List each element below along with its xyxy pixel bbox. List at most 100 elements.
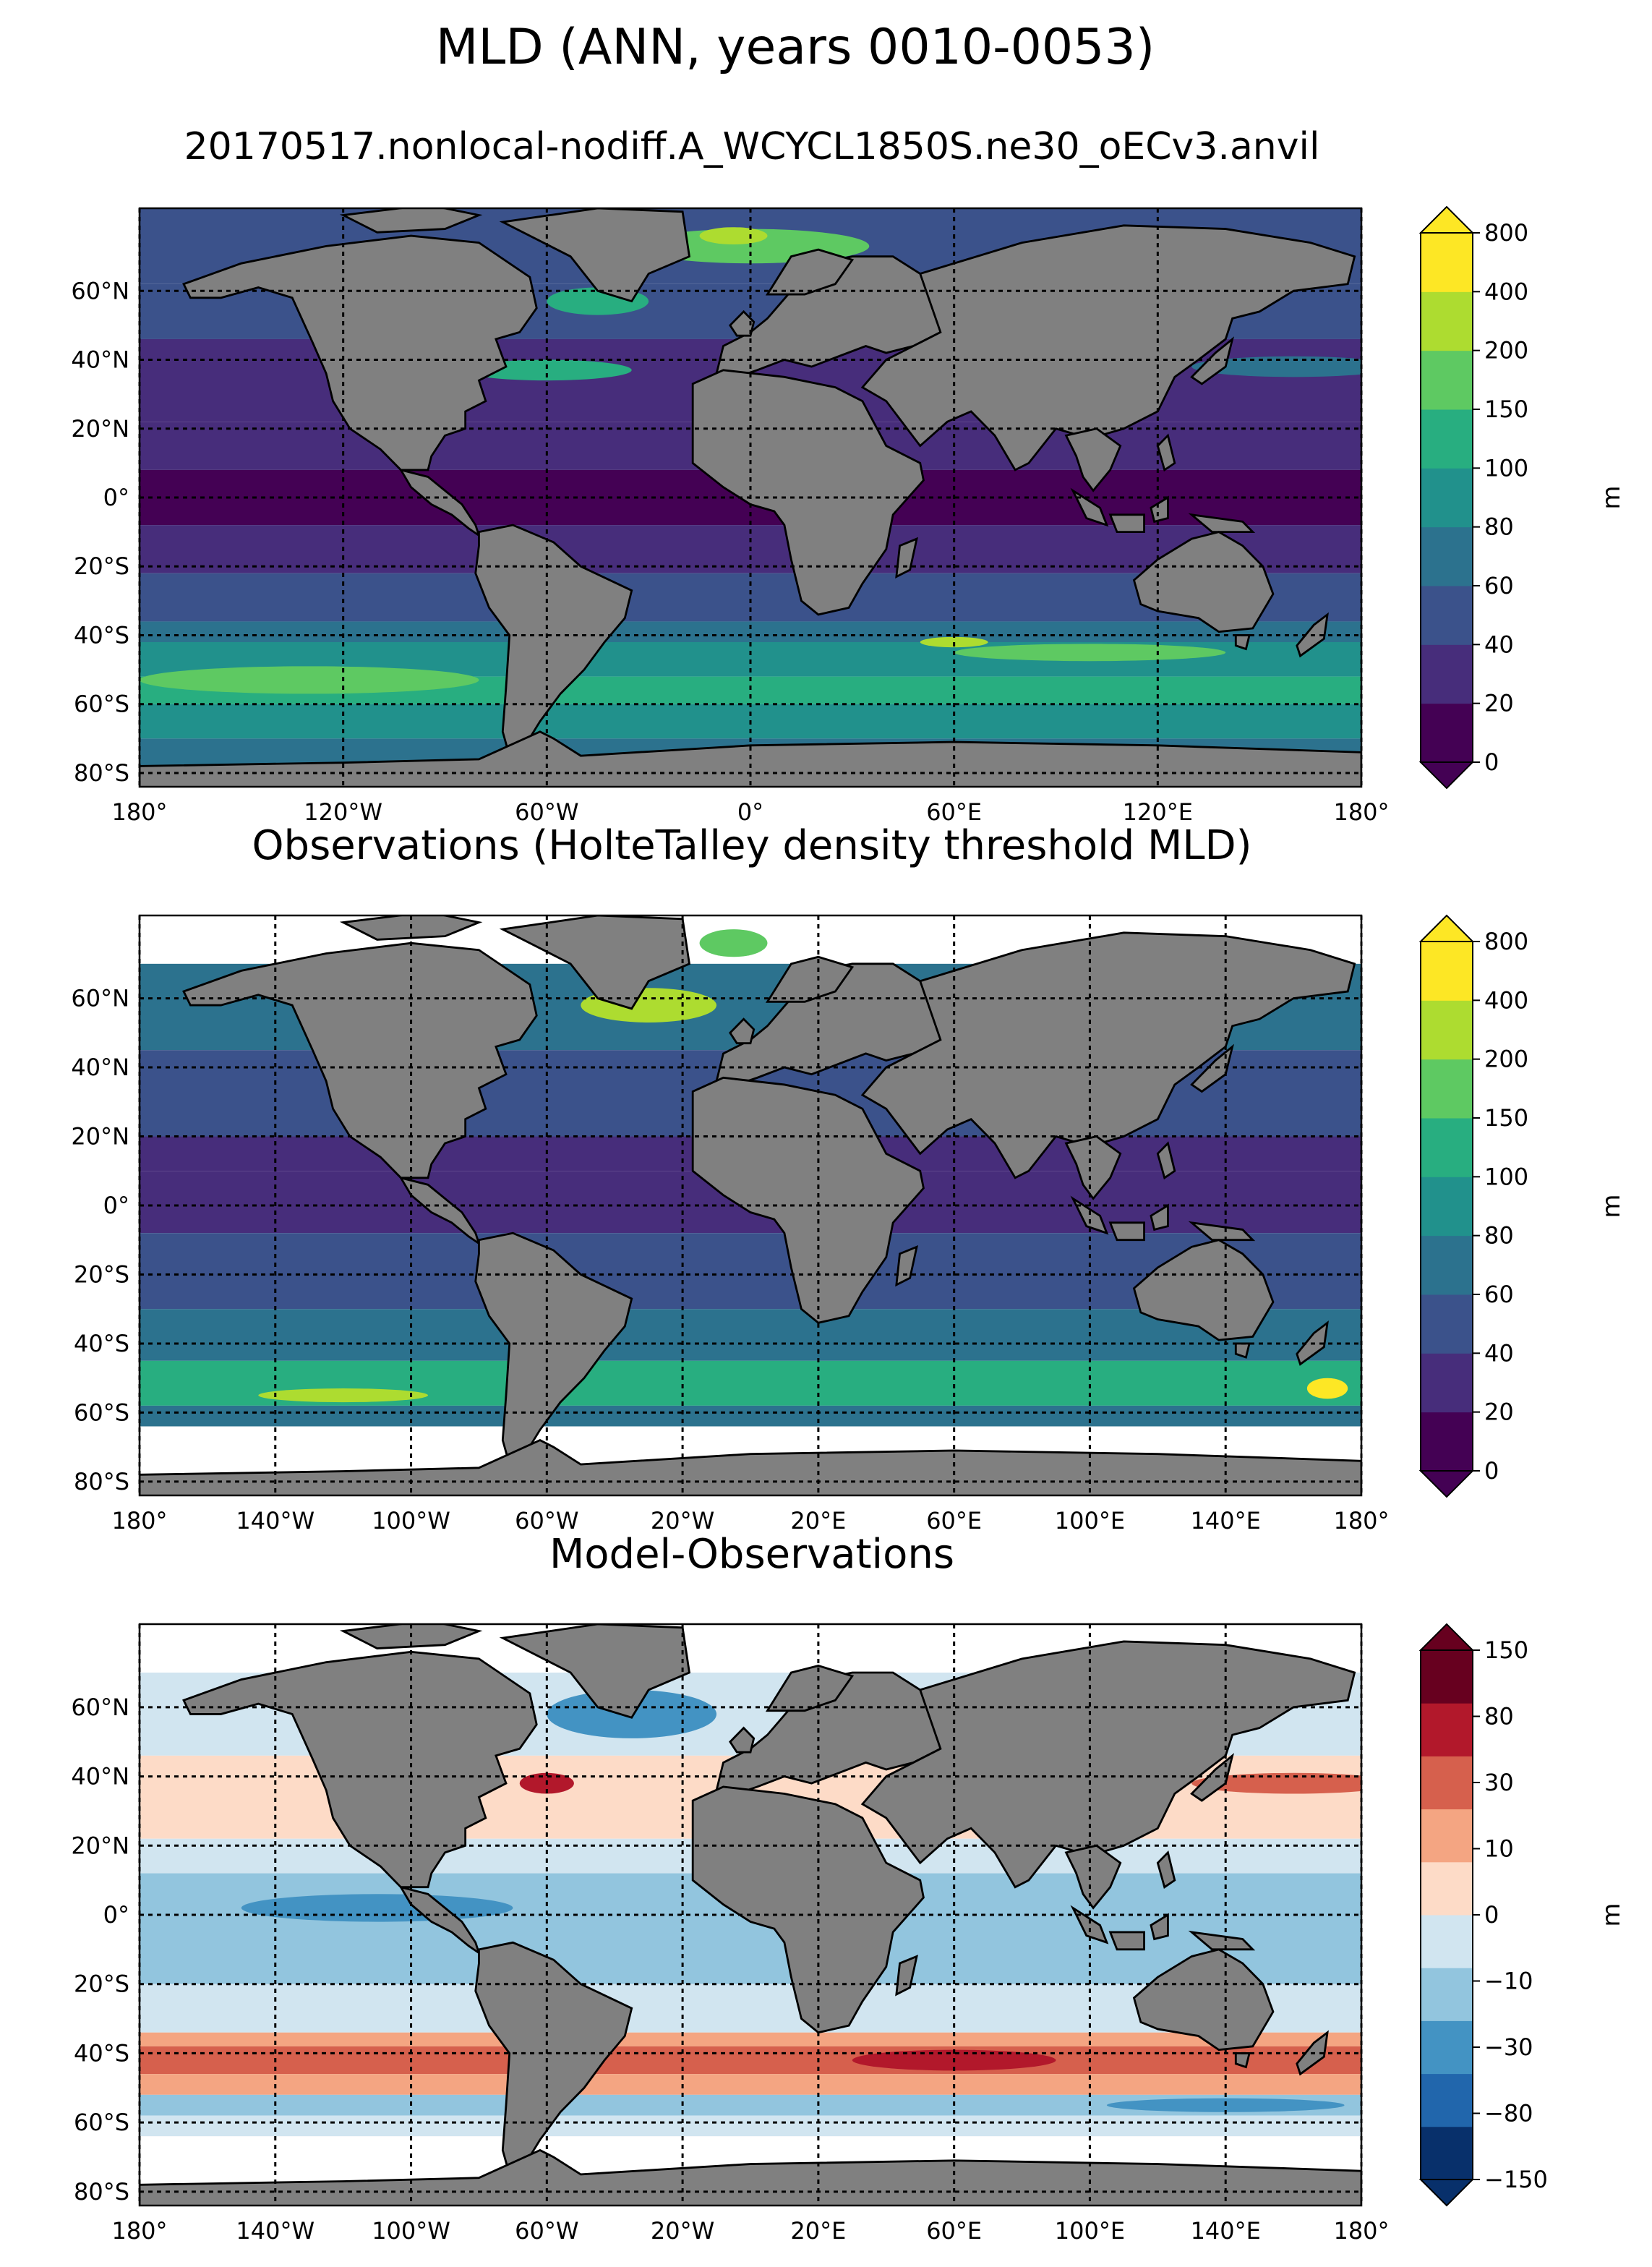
- panel-obs: 60°N 40°N 20°N 0° 20°S 40°S 60°S 80°S 180° 140°W 1…: [71, 822, 1626, 1534]
- lat-tick-label: 60°N: [71, 277, 129, 304]
- colorbar-tick-label: 40: [1484, 1339, 1514, 1367]
- colorbar-extend-min: [1418, 2179, 1475, 2207]
- colorbar-segment: [1421, 1059, 1473, 1119]
- lon-tick-label: 20°E: [790, 2217, 846, 2245]
- colorbar-tick-label: −150: [1484, 2166, 1548, 2193]
- colorbar-tick-label: 200: [1484, 337, 1528, 364]
- colorbar-tick-label: 0: [1484, 1457, 1499, 1485]
- lon-tick-label: 140°W: [236, 1507, 314, 1534]
- field-feature-southern-ocean: [258, 1388, 429, 1403]
- colorbar-segment: [1421, 2126, 1473, 2180]
- colorbar-tick-label: 60: [1484, 1281, 1514, 1308]
- colorbar-tick-label: 80: [1484, 1222, 1514, 1250]
- colorbar-extend-max: [1418, 1623, 1475, 1651]
- lon-tick-label: 140°E: [1191, 2217, 1261, 2245]
- lon-tick-label: 100°E: [1055, 1507, 1125, 1534]
- lat-tick-label: 60°S: [74, 691, 129, 718]
- lon-tick-label: 100°W: [372, 1507, 450, 1534]
- colorbar-tick-label: 40: [1484, 631, 1514, 658]
- lat-tick-label: 80°S: [74, 2178, 129, 2206]
- colorbar-extend-min: [1418, 1470, 1475, 1498]
- field-feature-southern-ocean: [140, 666, 479, 694]
- panel-title: Model-Observations: [549, 1531, 954, 1578]
- lat-tick-label: 40°S: [74, 621, 129, 649]
- lat-tick-label: 80°S: [74, 759, 129, 787]
- map-area: [140, 915, 1361, 1495]
- field-feature-nordic-seas: [699, 929, 768, 957]
- colorbar-label: m: [1597, 1903, 1626, 1926]
- colorbar-extend-max: [1418, 205, 1475, 234]
- field-feature-southern-ocean: [954, 644, 1226, 662]
- field-feature-equatorial-pacific: [241, 1894, 513, 1922]
- lon-tick-label: 140°W: [236, 2217, 314, 2245]
- field-feature-kuroshio: [1191, 356, 1361, 377]
- colorbar-tick-label: 20: [1484, 1399, 1514, 1426]
- lon-tick-label: 140°E: [1191, 1507, 1261, 1534]
- colorbar-segment: [1421, 1118, 1473, 1177]
- lat-tick-label: 80°S: [74, 1468, 129, 1495]
- colorbar-segment: [1421, 233, 1473, 292]
- lon-tick-label: 120°E: [1123, 798, 1193, 826]
- colorbar-segment: [1421, 1650, 1473, 1704]
- colorbar: 0 20 40 60 80 100 150 200 400 800 m: [1418, 205, 1626, 790]
- lon-tick-label: 180°: [1333, 1507, 1389, 1534]
- colorbar-segment: [1421, 1861, 1473, 1916]
- colorbar-segment: [1421, 1000, 1473, 1060]
- colorbar-tick-label: 200: [1484, 1046, 1528, 1073]
- colorbar-tick-label: 20: [1484, 690, 1514, 717]
- colorbar-segment: [1421, 703, 1473, 763]
- colorbar-tick-label: 80: [1484, 513, 1514, 541]
- colorbar-tick-label: 30: [1484, 1769, 1514, 1796]
- colorbar-segment: [1421, 291, 1473, 351]
- lon-tick-label: 60°E: [926, 2217, 982, 2245]
- lat-tick-label: 20°N: [71, 1832, 129, 1859]
- lon-tick-label: 180°: [111, 798, 167, 826]
- lon-tick-label: 20°W: [651, 1507, 714, 1534]
- lat-tick-label: 40°S: [74, 2039, 129, 2067]
- colorbar-segment: [1421, 1412, 1473, 1472]
- lon-tick-label: 0°: [737, 798, 763, 826]
- colorbar-tick-label: 800: [1484, 928, 1528, 955]
- colorbar-tick-label: 100: [1484, 454, 1528, 482]
- panel-model: 60°N 40°N 20°N 0° 20°S 40°S 60°S 80°S 180° 120°W 6…: [71, 205, 1626, 826]
- map-frame: [138, 207, 1363, 788]
- lon-tick-label: 20°W: [651, 2217, 714, 2245]
- figure-title: MLD (ANN, years 0010-0053): [436, 19, 1155, 76]
- lat-tick-label: 20°S: [74, 552, 129, 580]
- field-feature-southern-ocean: [1306, 1378, 1348, 1399]
- field-band: [140, 2046, 1361, 2075]
- colorbar-segment: [1421, 2073, 1473, 2127]
- colorbar-segment: [1421, 1294, 1473, 1354]
- lat-tick-label: 60°N: [71, 985, 129, 1012]
- colorbar-label: m: [1597, 485, 1626, 509]
- colorbar-tick-label: 10: [1484, 1835, 1514, 1863]
- colorbar: −150 −80 −30 −10 0 10 30 80 150 m: [1418, 1623, 1626, 2207]
- lon-tick-label: 180°: [1333, 798, 1389, 826]
- colorbar-segment: [1421, 1809, 1473, 1863]
- lat-tick-label: 40°N: [71, 346, 129, 374]
- lat-tick-label: 20°S: [74, 1971, 129, 1998]
- lon-tick-label: 60°W: [515, 798, 578, 826]
- lon-tick-label: 180°: [111, 1507, 167, 1534]
- colorbar-label: m: [1597, 1194, 1626, 1218]
- colorbar-segment: [1421, 350, 1473, 410]
- lon-tick-label: 20°E: [790, 1507, 846, 1534]
- field-band: [140, 2115, 1361, 2137]
- lon-tick-label: 60°E: [926, 1507, 982, 1534]
- colorbar-segment: [1421, 644, 1473, 704]
- map-frame: [138, 1623, 1363, 2207]
- lon-tick-label: 60°W: [515, 2217, 578, 2245]
- field-feature-kuroshio: [1191, 1772, 1361, 1794]
- colorbar-segment: [1421, 1968, 1473, 2021]
- lon-tick-label: 180°: [1333, 2217, 1389, 2245]
- lat-tick-label: 60°N: [71, 1694, 129, 1721]
- colorbar-segment: [1421, 1703, 1473, 1756]
- colorbar-tick-label: 150: [1484, 1104, 1528, 1132]
- colorbar-segment: [1421, 526, 1473, 586]
- panel-diff: 60°N 40°N 20°N 0° 20°S 40°S 60°S 80°S 180° 140°W 1…: [71, 1531, 1626, 2245]
- field-band: [140, 621, 1361, 642]
- colorbar-tick-label: 150: [1484, 396, 1528, 423]
- colorbar-tick-label: 0: [1484, 1901, 1499, 1929]
- lat-tick-label: 40°N: [71, 1763, 129, 1790]
- lat-tick-label: 40°S: [74, 1330, 129, 1357]
